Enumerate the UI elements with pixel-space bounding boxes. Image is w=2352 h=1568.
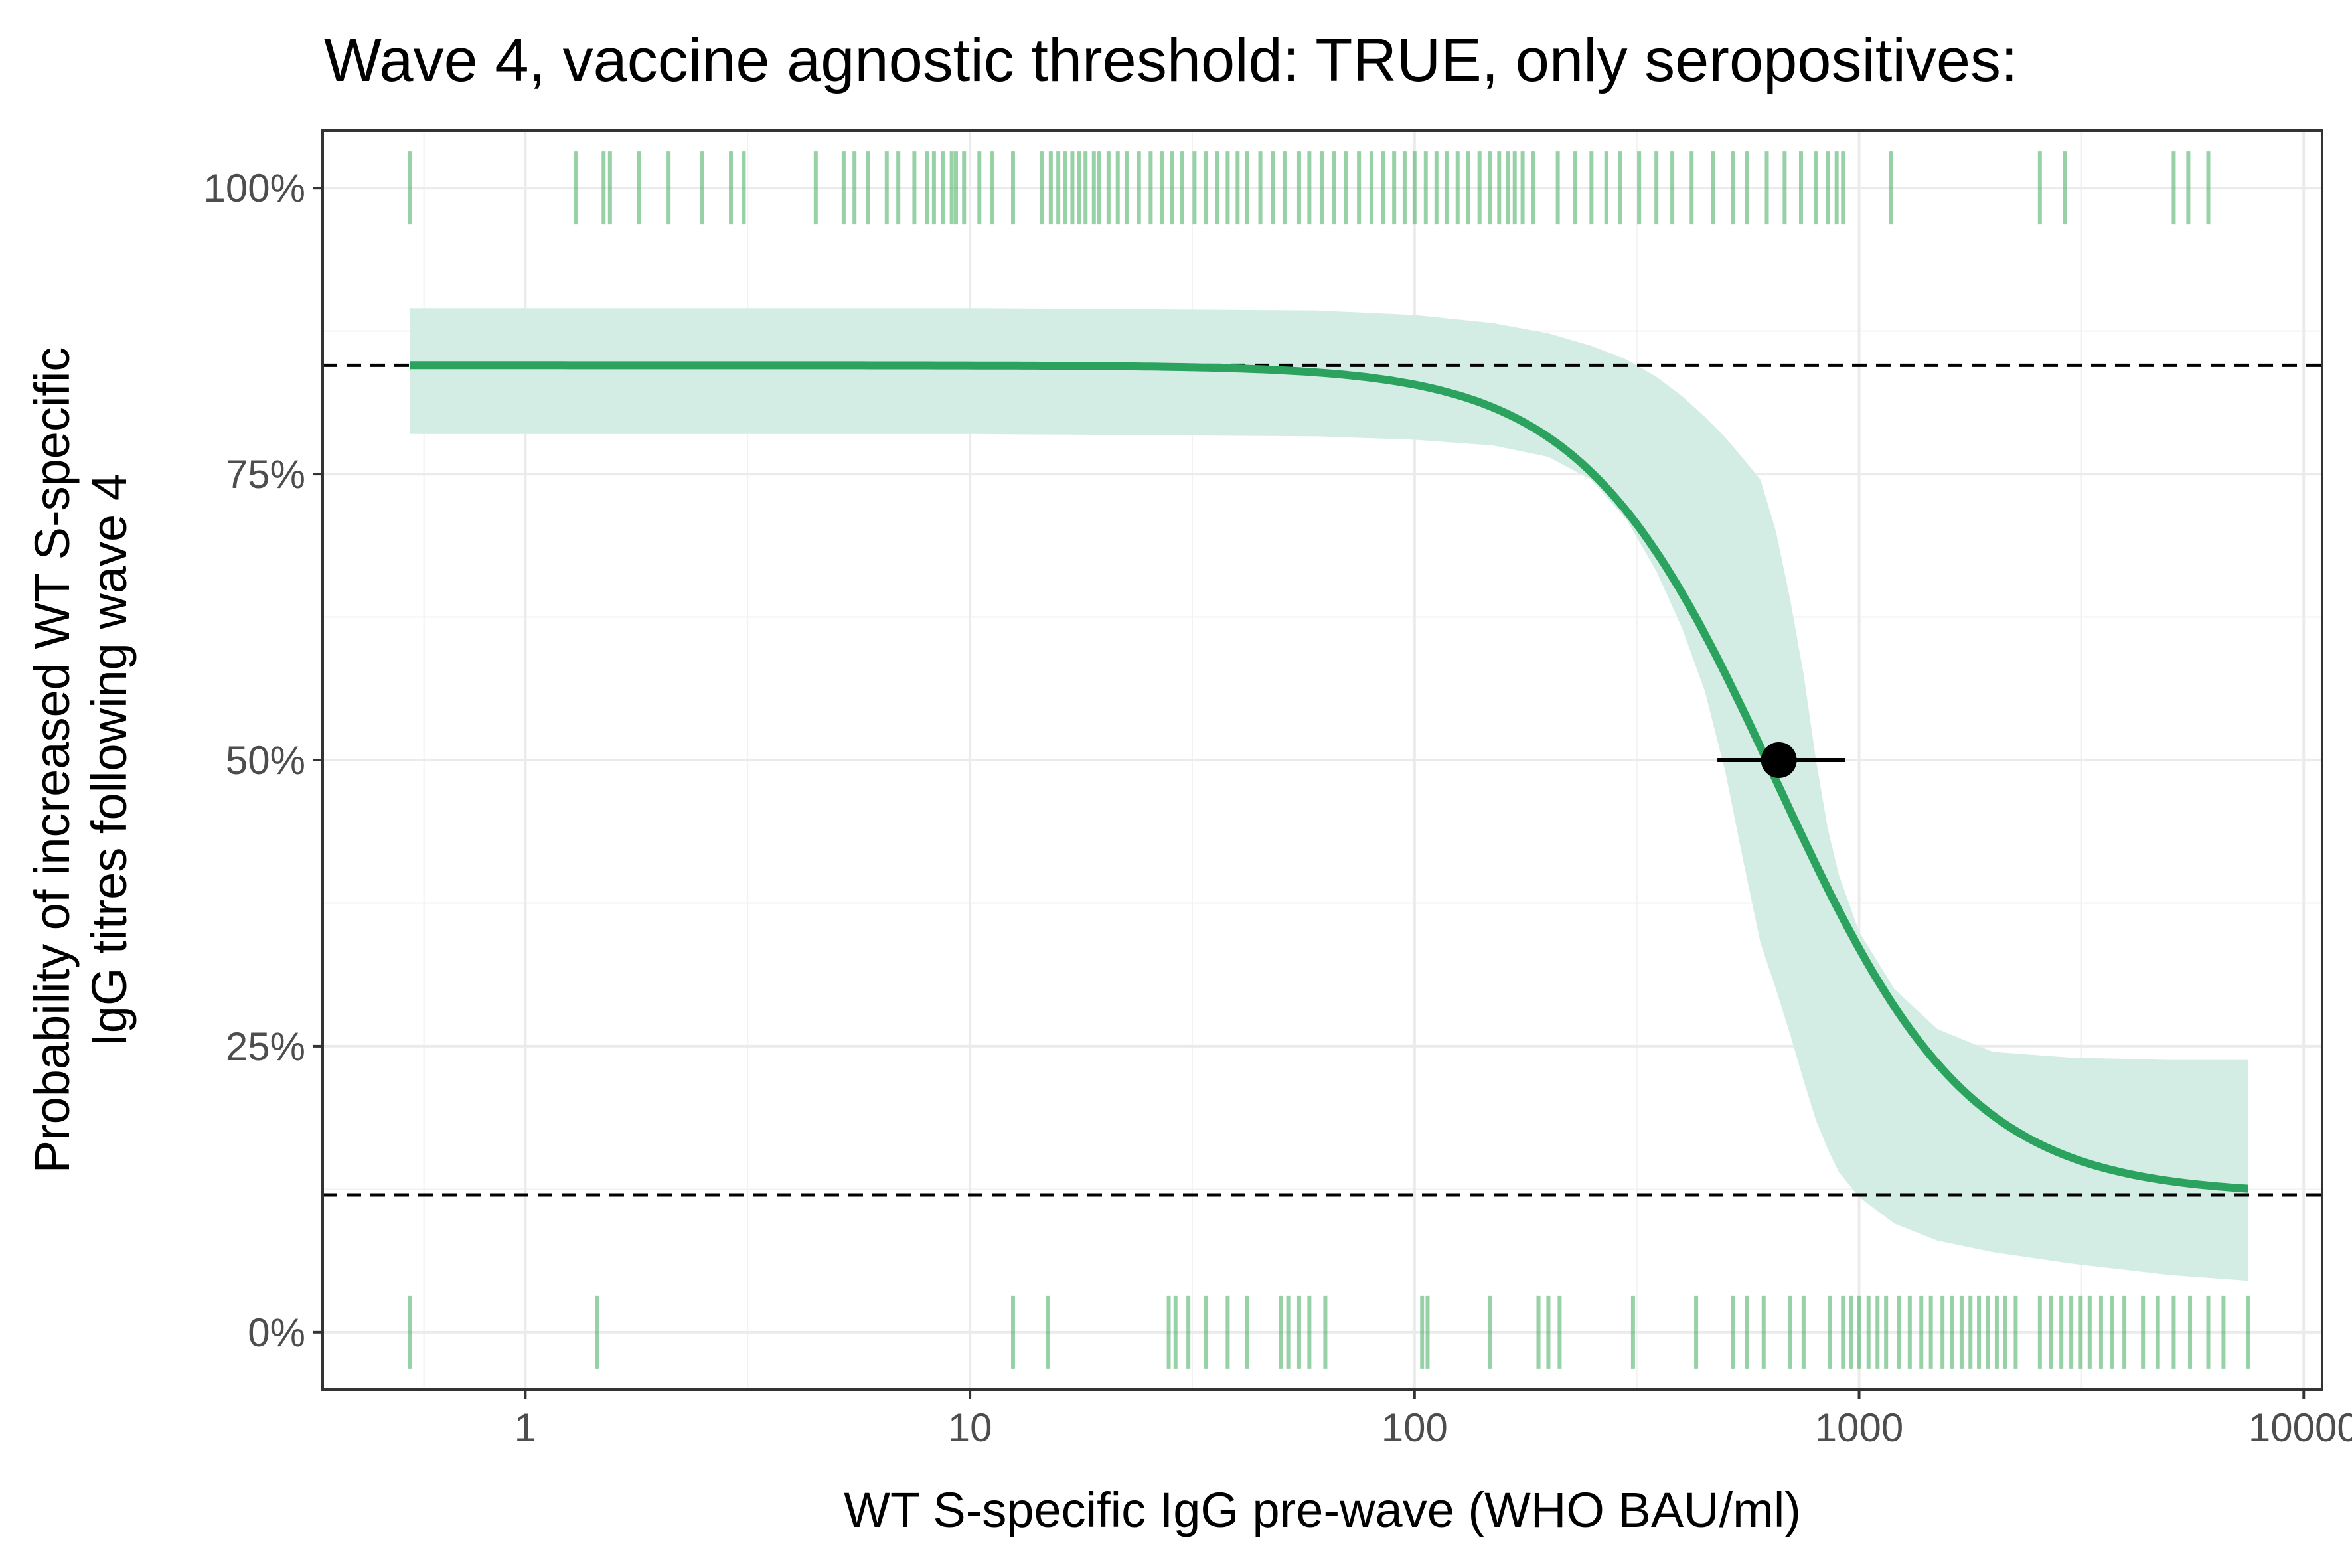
y-axis-title-line-2: IgG titres following wave 4	[82, 473, 137, 1047]
fitted-curve	[410, 361, 2248, 1193]
y-axis: 0% 25% 50% 75% 100%	[204, 166, 323, 1355]
fitted-curve-layer	[410, 361, 2248, 1193]
midpoint-estimate-point	[1761, 742, 1797, 778]
chart-title: Wave 4, vaccine agnostic threshold: TRUE…	[324, 27, 2018, 94]
x-tick-label: 10000	[2248, 1405, 2352, 1450]
x-tick-label: 1	[514, 1405, 536, 1450]
y-tick-label: 75%	[226, 452, 305, 497]
confidence-ribbon	[410, 308, 2248, 1281]
x-tick-label: 100	[1381, 1405, 1448, 1450]
y-tick-label: 50%	[226, 738, 305, 783]
rug-marks-layer	[408, 151, 2250, 1369]
confidence-ribbon-layer	[410, 308, 2248, 1281]
y-axis-title-line-1: Probability of increased WT S-specific	[25, 347, 80, 1174]
x-axis-title: WT S-specific IgG pre-wave (WHO BAU/ml)	[844, 1482, 1801, 1537]
y-tick-label: 100%	[204, 166, 305, 210]
x-tick-label: 10	[948, 1405, 992, 1450]
x-axis: 1 10 100 1000 10000	[514, 1389, 2352, 1450]
y-axis-title: Probability of increased WT S-specific I…	[25, 347, 137, 1174]
x-tick-label: 1000	[1815, 1405, 1903, 1450]
midpoint-estimate-layer	[1717, 742, 1845, 778]
y-tick-label: 25%	[226, 1024, 305, 1069]
y-tick-label: 0%	[248, 1310, 305, 1355]
